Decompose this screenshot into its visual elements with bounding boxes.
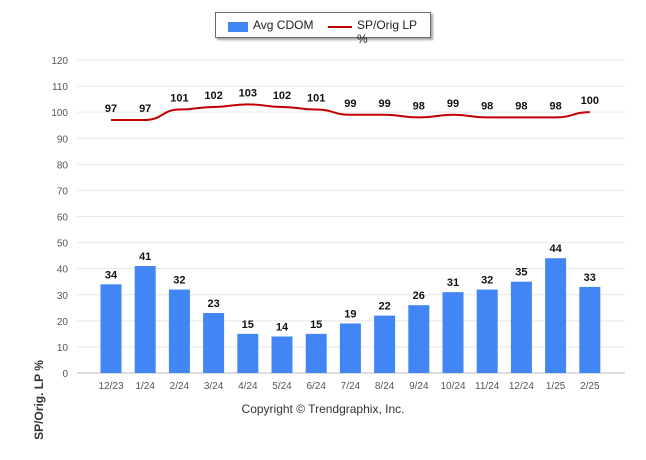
line-path (111, 103, 590, 121)
line-data-label: 98 (413, 100, 425, 112)
line-data-label: 100 (581, 95, 599, 107)
line-data-label: 102 (273, 90, 291, 102)
x-axis-ticks: 12/23 1/24 2/24 3/24 4/24 5/24 6/24 7/24 8/24 9/2… (98, 381, 599, 392)
bar-data-label: 44 (549, 243, 562, 255)
line-data-label: 98 (515, 100, 527, 112)
x-tick-label: 9/24 (409, 381, 429, 392)
y-tick-label: 110 (52, 82, 68, 93)
y-tick-label: 120 (51, 56, 68, 67)
bar (271, 336, 293, 373)
bar-data-label: 31 (447, 277, 459, 289)
line-data-label: 103 (239, 87, 257, 99)
bar-series (100, 258, 601, 373)
bar-data-label: 41 (139, 251, 151, 263)
y-tick-label: 20 (57, 317, 69, 328)
legend-bar-label: Avg CDOM (253, 18, 314, 32)
bar (237, 333, 259, 373)
line-data-label: 97 (105, 103, 117, 115)
y-axis-label: SP/Orig. LP % (32, 360, 46, 440)
line-data-label: 99 (447, 98, 459, 110)
line-data-label: 98 (549, 100, 561, 112)
bar (203, 313, 225, 373)
bar (476, 289, 498, 373)
bar-data-label: 33 (584, 272, 596, 284)
bar-data-label: 32 (173, 275, 185, 287)
line-series (111, 103, 590, 121)
x-tick-label: 4/24 (238, 381, 258, 392)
bar-data-label: 22 (378, 301, 390, 313)
y-tick-label: 60 (57, 213, 69, 224)
bar (168, 289, 190, 373)
x-tick-label: 6/24 (306, 381, 326, 392)
y-tick-label: 40 (57, 265, 69, 276)
x-tick-label: 10/24 (440, 381, 465, 392)
line-data-label: 99 (344, 98, 356, 110)
bar (374, 315, 396, 373)
y-tick-label: 0 (62, 369, 68, 380)
line-data-label: 99 (378, 98, 390, 110)
bar (305, 333, 327, 373)
line-data-label: 101 (307, 93, 325, 105)
y-tick-label: 50 (57, 239, 69, 250)
bar (579, 286, 601, 373)
x-tick-label: 1/25 (546, 381, 566, 392)
y-tick-label: 10 (57, 343, 69, 354)
bar-data-label: 23 (207, 298, 219, 310)
x-tick-label: 7/24 (341, 381, 361, 392)
line-data-label: 101 (170, 93, 188, 105)
bar (339, 323, 361, 373)
y-tick-label: 70 (57, 186, 69, 197)
x-tick-label: 11/24 (475, 381, 500, 392)
legend-line-label: SP/Orig LP % (357, 18, 417, 46)
line-data-labels: 97 97 101 102 103 102 101 99 99 98 99 98 98 98 100 (105, 87, 599, 115)
bar-data-label: 15 (310, 319, 322, 331)
x-tick-label: 12/23 (98, 381, 123, 392)
y-axis-ticks: 0 10 20 30 40 50 60 70 80 90 100 110 120 (51, 56, 68, 380)
bar-data-label: 19 (344, 308, 356, 320)
bar-data-label: 15 (242, 319, 254, 331)
y-tick-label: 80 (57, 160, 69, 171)
chart: 0 10 20 30 40 50 60 70 80 90 100 110 120 34 41 32 23 15 1… (51, 56, 625, 392)
x-tick-label: 12/24 (509, 381, 534, 392)
bar-data-labels: 34 41 32 23 15 14 15 19 22 26 31 32 35 44 33 (105, 243, 596, 333)
bar (442, 292, 464, 373)
x-tick-label: 5/24 (272, 381, 292, 392)
x-tick-label: 3/24 (204, 381, 224, 392)
legend: Avg CDOM SP/Orig LP % (215, 12, 431, 46)
bar (134, 266, 156, 373)
x-tick-label: 2/24 (170, 381, 190, 392)
legend-bar-swatch (228, 22, 248, 32)
bar-data-label: 14 (276, 321, 289, 333)
bar (100, 284, 122, 373)
legend-line-swatch (328, 26, 352, 28)
line-data-label: 102 (204, 90, 222, 102)
bar-data-label: 32 (481, 275, 493, 287)
bar (545, 258, 567, 373)
y-tick-label: 30 (57, 291, 69, 302)
x-tick-label: 8/24 (375, 381, 395, 392)
y-tick-label: 100 (51, 108, 68, 119)
bar-data-label: 26 (413, 290, 425, 302)
bar-data-label: 34 (105, 269, 118, 281)
line-data-label: 97 (139, 103, 151, 115)
x-tick-label: 2/25 (580, 381, 600, 392)
bar-data-label: 35 (515, 267, 527, 279)
bar (408, 305, 430, 373)
line-data-label: 98 (481, 100, 493, 112)
copyright-credit: Copyright © Trendgraphix, Inc. (241, 402, 405, 416)
x-tick-label: 1/24 (135, 381, 155, 392)
y-tick-label: 90 (57, 134, 69, 145)
bar (510, 281, 532, 373)
